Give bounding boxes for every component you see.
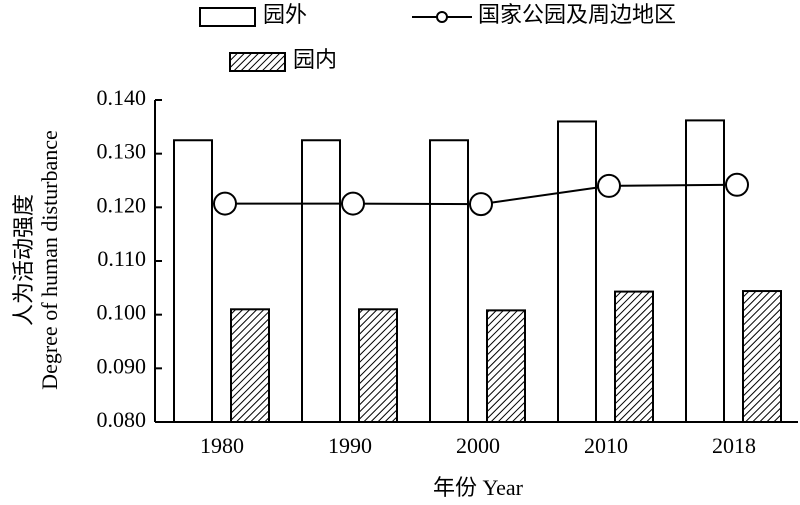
line-marker (341, 191, 365, 216)
y-tick-label: 0.120 (97, 192, 147, 217)
bar (429, 139, 469, 423)
line-marker (213, 191, 237, 216)
x-tick-label: 1980 (200, 433, 244, 458)
x-axis-label: 年份 Year (433, 475, 524, 500)
legend-swatch (199, 7, 256, 27)
y-tick-label: 0.130 (97, 139, 147, 164)
legend-label: 园外 (263, 2, 307, 27)
y-tick-label: 0.080 (97, 407, 147, 432)
legend-swatch (229, 52, 286, 72)
y-axis-label: Degree of human disturbance (37, 130, 62, 390)
bar (486, 309, 526, 423)
line-marker (597, 173, 621, 198)
line-marker (469, 192, 493, 217)
legend-swatch (436, 11, 448, 23)
x-tick-label: 2010 (584, 433, 628, 458)
x-tick-label: 1990 (328, 433, 372, 458)
bar (173, 139, 213, 423)
y-tick-label: 0.110 (97, 246, 146, 271)
line-marker (725, 172, 749, 197)
x-tick-label: 2018 (712, 433, 756, 458)
bar (301, 139, 341, 423)
bar (358, 308, 398, 423)
legend-label: 园内 (293, 47, 337, 72)
y-axis-label: 人为活动强度 (11, 194, 36, 326)
bar (230, 308, 270, 423)
x-tick-label: 2000 (456, 433, 500, 458)
y-tick-label: 0.090 (97, 353, 147, 378)
bar (614, 290, 654, 423)
legend-label: 国家公园及周边地区 (478, 2, 676, 27)
bar (557, 120, 597, 423)
y-tick-label: 0.100 (97, 300, 147, 325)
y-tick-label: 0.140 (97, 85, 147, 110)
bar (742, 290, 782, 424)
bar (685, 119, 725, 423)
